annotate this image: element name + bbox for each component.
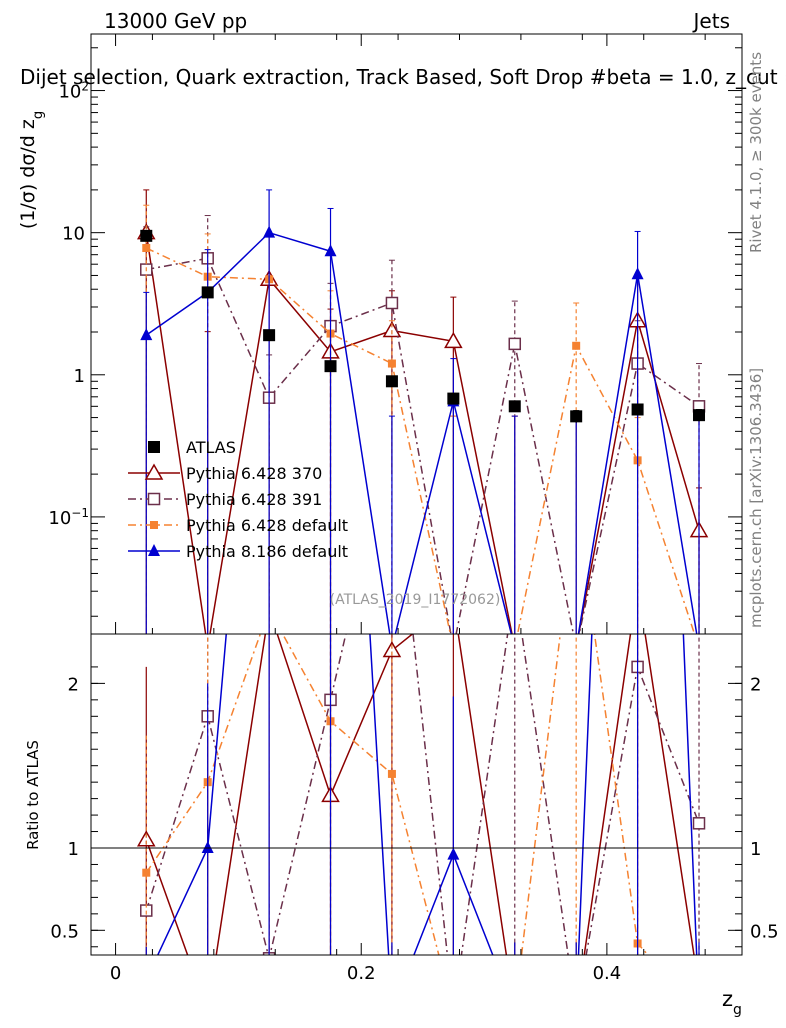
data-point — [385, 375, 398, 388]
legend-entry: Pythia 6.428 370 — [128, 463, 322, 483]
x-tick-label: 0 — [110, 963, 121, 984]
legend-entry: Pythia 8.186 default — [128, 542, 348, 561]
legend-label: ATLAS — [186, 438, 236, 457]
ratio-point — [449, 1007, 457, 1015]
ratio-point — [201, 841, 214, 853]
ratio-point — [382, 640, 402, 658]
data-point — [385, 296, 399, 310]
ratio-point — [263, 133, 275, 145]
data-point — [263, 329, 276, 342]
series-pythia-8-186-default — [140, 189, 703, 634]
rivet-label: Rivet 4.1.0, ≥ 300k events — [747, 52, 765, 253]
legend-entry: Pythia 6.428 391 — [128, 490, 322, 509]
ratio-point — [136, 830, 156, 847]
data-point — [447, 392, 460, 405]
ratio-point — [511, 1007, 519, 1015]
main-panel — [136, 189, 709, 634]
ratio-series-line — [145, 634, 700, 955]
ratio-point — [695, 1007, 703, 1015]
ratio-tick-label-right: 0.5 — [750, 921, 779, 942]
series-line — [146, 257, 700, 634]
data-point — [570, 410, 583, 423]
chart-title: Dijet selection, Quark extraction, Track… — [20, 65, 786, 89]
ratio-point — [200, 1003, 216, 1017]
data-point — [324, 360, 337, 373]
legend-entry: ATLAS — [148, 438, 236, 457]
ratio-point — [140, 973, 152, 985]
legend-label: Pythia 6.428 default — [186, 516, 348, 535]
mcplots-label: mcplots.cern.ch [arXiv:1306.3436] — [747, 368, 765, 628]
ratio-series-line — [145, 634, 695, 955]
data-point — [508, 337, 522, 351]
data-point — [324, 244, 337, 257]
legend-marker — [150, 521, 158, 529]
data-point — [444, 331, 463, 349]
ratio-point — [571, 1005, 582, 1016]
legend-label: Pythia 6.428 391 — [186, 490, 322, 509]
data-point — [140, 229, 153, 242]
data-point — [142, 244, 151, 253]
data-point — [508, 400, 521, 413]
data-point — [631, 403, 644, 416]
ratio-tick-label-right: 1 — [750, 839, 761, 860]
data-point — [263, 225, 276, 238]
y-tick-label: 1 — [74, 366, 85, 387]
ratio-tick-label-left: 2 — [68, 674, 79, 695]
ratio-point — [692, 817, 706, 830]
legend-marker — [148, 544, 160, 556]
ratio-point — [568, 1003, 584, 1017]
ratio-point — [142, 868, 151, 877]
data-point — [201, 286, 214, 299]
ratio-point — [386, 1004, 398, 1016]
ratio-point — [509, 1004, 521, 1016]
series-pythia-6-428-391 — [140, 215, 706, 634]
y-axis-label-ratio: Ratio to ATLAS — [24, 740, 42, 850]
ratio-series-line — [156, 634, 698, 955]
ratio-series-pythia-6-428-370 — [136, 634, 707, 1017]
series-line — [145, 232, 700, 634]
legend: ATLAS Pythia 6.428 370 Pythia 6.428 391 Pyt… — [128, 438, 348, 561]
legend-label: Pythia 6.428 370 — [186, 464, 322, 483]
ratio-tick-label-left: 0.5 — [50, 921, 79, 942]
y-tick-label: 10 — [62, 224, 85, 245]
ratio-series-line — [145, 634, 650, 955]
y-tick-label: 10−1 — [48, 506, 89, 529]
series-atlas — [140, 229, 706, 423]
data-point — [572, 341, 581, 350]
x-tick-label: 0.2 — [347, 963, 376, 984]
ratio-point — [448, 1005, 459, 1016]
header-right: Jets — [692, 9, 730, 33]
legend-marker — [144, 463, 164, 480]
watermark: (ATLAS_2019_I1772062) — [330, 592, 501, 608]
series-pythia-6-428-default — [142, 204, 703, 634]
ratio-tick-label-right: 2 — [750, 674, 761, 695]
ratio-point — [447, 847, 460, 860]
series-line — [145, 231, 698, 634]
y-axis-label-main: (1/σ) dσ/d zg — [17, 111, 46, 229]
legend-label: Pythia 8.186 default — [186, 542, 348, 561]
ratio-frame — [90, 633, 743, 956]
data-point — [693, 409, 706, 422]
legend-marker — [147, 492, 161, 506]
legend-marker — [148, 441, 160, 453]
data-point — [140, 328, 153, 341]
header-left: 13000 GeV pp — [104, 9, 247, 33]
ratio-point — [507, 1003, 523, 1017]
ratio-point — [387, 769, 396, 778]
data-point — [387, 359, 396, 368]
x-tick-label: 0.4 — [593, 963, 622, 984]
ratio-point — [570, 1004, 582, 1016]
ratio-tick-label-left: 1 — [68, 839, 79, 860]
x-axis-label: zg — [722, 987, 742, 1018]
data-point — [631, 267, 644, 280]
ratio-point — [691, 980, 707, 994]
ratio-point — [693, 1004, 705, 1016]
legend-entry: Pythia 6.428 default — [128, 516, 348, 535]
